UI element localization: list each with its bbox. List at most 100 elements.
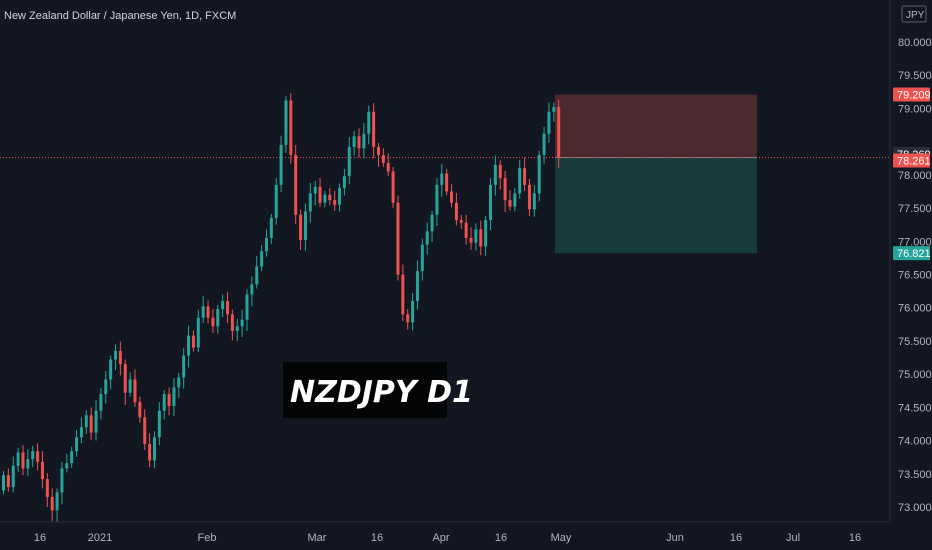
- candle-body: [114, 350, 118, 360]
- candle-body: [31, 451, 35, 460]
- time-axis[interactable]: 16 2021 Feb Mar 16 Apr 16 May Jun 16 Jul 16: [0, 521, 890, 544]
- overlay-label-background: [283, 362, 447, 418]
- candle-body: [523, 168, 527, 185]
- candle-body: [318, 186, 322, 203]
- candle-body: [6, 475, 10, 488]
- candle-body: [235, 326, 239, 331]
- candle-body: [425, 231, 429, 245]
- candle-body: [162, 394, 166, 411]
- candle-body: [518, 168, 522, 194]
- take-profit-price-tag-box: [893, 246, 930, 261]
- candle-body: [459, 220, 463, 223]
- candle-body: [450, 191, 454, 203]
- candle-body: [308, 193, 312, 212]
- stop-loss-zone[interactable]: [555, 94, 757, 158]
- candle-body: [347, 146, 351, 177]
- candle-body: [352, 136, 356, 147]
- candle-body: [464, 222, 468, 238]
- candle-body: [362, 133, 366, 149]
- candles-group: [2, 93, 561, 522]
- candle-body: [264, 237, 268, 252]
- candle-body: [138, 402, 142, 418]
- candle-body: [70, 451, 74, 464]
- candle-body: [445, 173, 449, 192]
- candle-body: [367, 111, 371, 134]
- candle-body: [84, 415, 88, 428]
- currency-badge-box: [901, 5, 927, 23]
- candle-body: [11, 465, 15, 488]
- time-axis-tick-label: 16: [495, 532, 507, 544]
- candle-body: [201, 306, 205, 318]
- candle-body: [415, 271, 419, 302]
- candle-body: [226, 301, 230, 315]
- candle-body: [294, 154, 298, 215]
- candle-body: [479, 229, 483, 247]
- stop-loss-price-tag-box: [893, 87, 930, 102]
- candle-body: [289, 100, 293, 155]
- candle-body: [547, 111, 551, 134]
- candle-body: [167, 394, 171, 407]
- candle-body: [406, 314, 410, 323]
- take-profit-price-tag: 76.821: [897, 248, 931, 260]
- price-axis-tick-label: 79.000: [898, 103, 932, 115]
- candle-body: [50, 497, 54, 511]
- candle-body: [391, 171, 395, 203]
- stop-loss-price-tag: 79.209: [897, 90, 931, 102]
- time-axis-tick-label: 16: [849, 532, 861, 544]
- candle-body: [401, 274, 405, 315]
- price-axis-tick-label: 73.000: [898, 502, 932, 514]
- candle-body: [396, 202, 400, 275]
- candle-body: [284, 100, 288, 145]
- time-axis-tick-label: Apr: [432, 532, 449, 544]
- price-axis-tick-label: 75.500: [898, 336, 932, 348]
- price-axis[interactable]: 80.000 79.500 79.000 78.000 77.500 77.000 76.5…: [889, 0, 932, 522]
- candle-body: [99, 394, 103, 411]
- candle-body: [381, 154, 385, 163]
- candle-body: [206, 306, 210, 318]
- candle-body: [323, 194, 327, 203]
- candle-body: [372, 111, 376, 147]
- symbol-title: New Zealand Dollar / Japanese Yen, 1D, F…: [4, 10, 236, 22]
- time-axis-tick-label: Jun: [666, 532, 684, 544]
- take-profit-zone[interactable]: [555, 157, 757, 254]
- candle-body: [109, 359, 113, 380]
- candle-body: [338, 188, 342, 205]
- candle-body: [498, 164, 502, 179]
- candle-body: [557, 107, 561, 158]
- price-axis-tick-label: 73.500: [898, 469, 932, 481]
- time-axis-tick-label: Jul: [786, 532, 800, 544]
- currency-badge-label: JPY: [906, 10, 925, 21]
- candle-body: [128, 379, 132, 393]
- candle-body: [357, 136, 361, 149]
- price-axis-tick-label: 79.500: [898, 70, 932, 82]
- price-axis-tick-label: 78.000: [898, 170, 932, 182]
- candle-body: [342, 176, 346, 189]
- candle-body: [16, 452, 20, 466]
- candle-body: [411, 301, 415, 323]
- candle-body: [79, 427, 83, 438]
- candle-body: [216, 309, 220, 327]
- time-axis-tick-label: 16: [371, 532, 383, 544]
- candle-body: [148, 443, 152, 461]
- currency-badge[interactable]: JPY: [901, 5, 927, 23]
- price-axis-tick-label: 76.500: [898, 270, 932, 282]
- candle-body: [60, 468, 64, 493]
- candle-body: [328, 194, 332, 201]
- candle-body: [118, 350, 122, 365]
- candle-body: [484, 220, 488, 247]
- candle-body: [430, 214, 434, 232]
- time-axis-tick-label: 16: [34, 532, 46, 544]
- candle-body: [36, 451, 40, 462]
- last-price-tag-box: [893, 153, 930, 168]
- candle-body: [542, 133, 546, 155]
- candle-body: [454, 202, 458, 221]
- candle-body: [182, 355, 186, 378]
- candle-body: [303, 211, 307, 240]
- time-axis-tick-label: Mar: [308, 532, 327, 544]
- candle-body: [55, 492, 59, 511]
- candle-body: [191, 335, 195, 348]
- candle-body: [65, 463, 69, 469]
- candle-body: [532, 193, 536, 210]
- candle-body: [2, 475, 5, 491]
